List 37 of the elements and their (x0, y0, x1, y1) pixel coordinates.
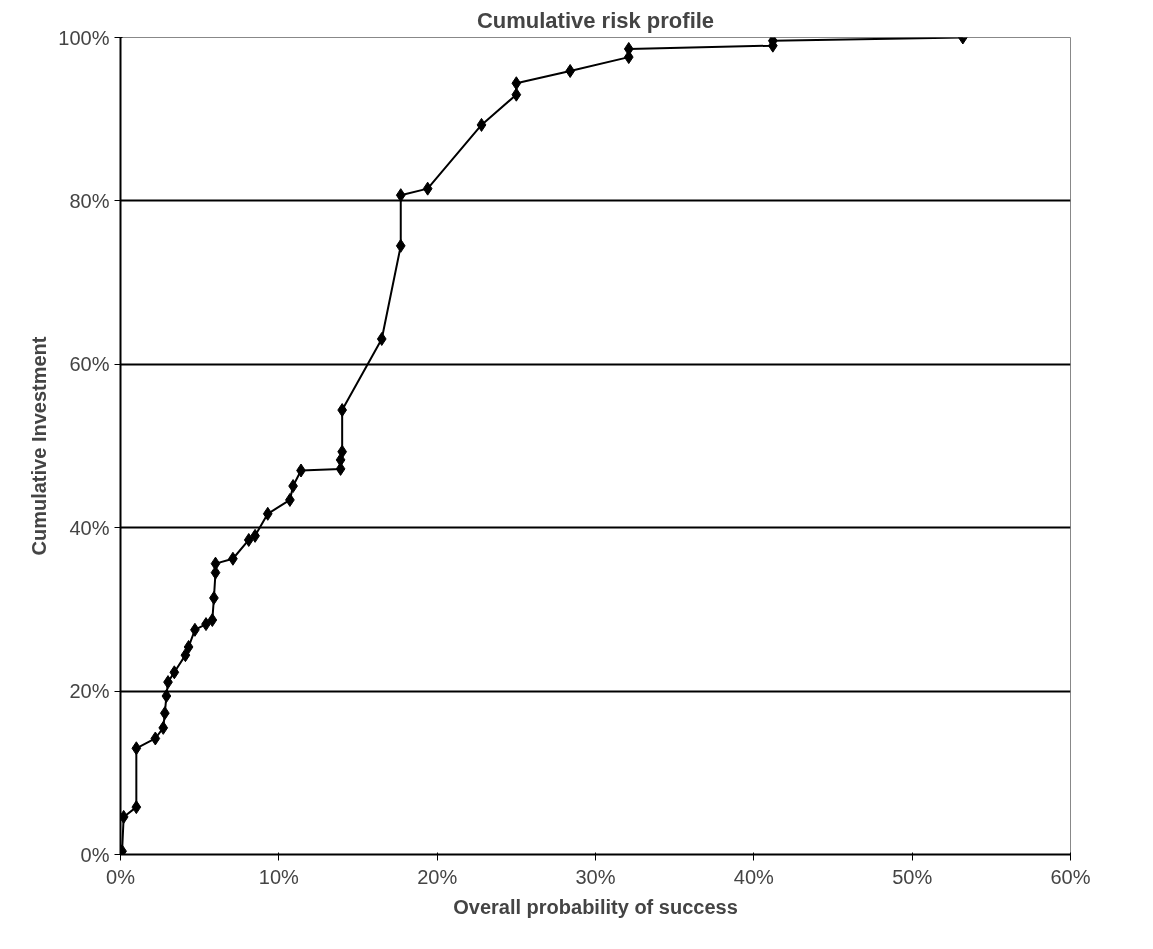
point (376, 331, 387, 346)
point (511, 76, 522, 91)
point (511, 87, 522, 102)
point (161, 689, 172, 703)
point (623, 41, 634, 56)
point (169, 665, 180, 680)
chart-title: Cumulative risk profile (476, 7, 715, 33)
point (210, 556, 221, 571)
y-tick-label: 40% (69, 516, 110, 539)
point (262, 506, 273, 521)
point (565, 64, 575, 78)
point (150, 731, 161, 746)
point (180, 648, 191, 663)
x-tick-label: 10% (258, 865, 300, 888)
x-tick-label: 60% (1050, 865, 1091, 888)
y-tick-label: 20% (69, 680, 110, 703)
point (183, 639, 194, 654)
point (158, 720, 169, 735)
x-axis-title: Overall probability of success (453, 895, 738, 918)
y-tick-label: 0% (80, 843, 110, 866)
y-tick-label: 100% (58, 26, 110, 49)
y-tick-label: 80% (69, 189, 110, 212)
point (395, 188, 406, 203)
y-axis-title: Cumulative Investment (28, 336, 51, 556)
point (207, 613, 218, 628)
y-tick-label: 60% (69, 353, 110, 376)
x-tick-label: 30% (575, 865, 616, 888)
x-tick-label: 40% (733, 865, 775, 888)
point (395, 238, 406, 253)
point (422, 181, 433, 196)
point (476, 117, 487, 132)
point (131, 741, 142, 756)
x-tick-label: 20% (417, 865, 458, 888)
x-tick-label: 50% (892, 865, 933, 888)
x-tick-label: 0% (106, 865, 136, 888)
point (243, 532, 254, 547)
point (131, 800, 142, 815)
